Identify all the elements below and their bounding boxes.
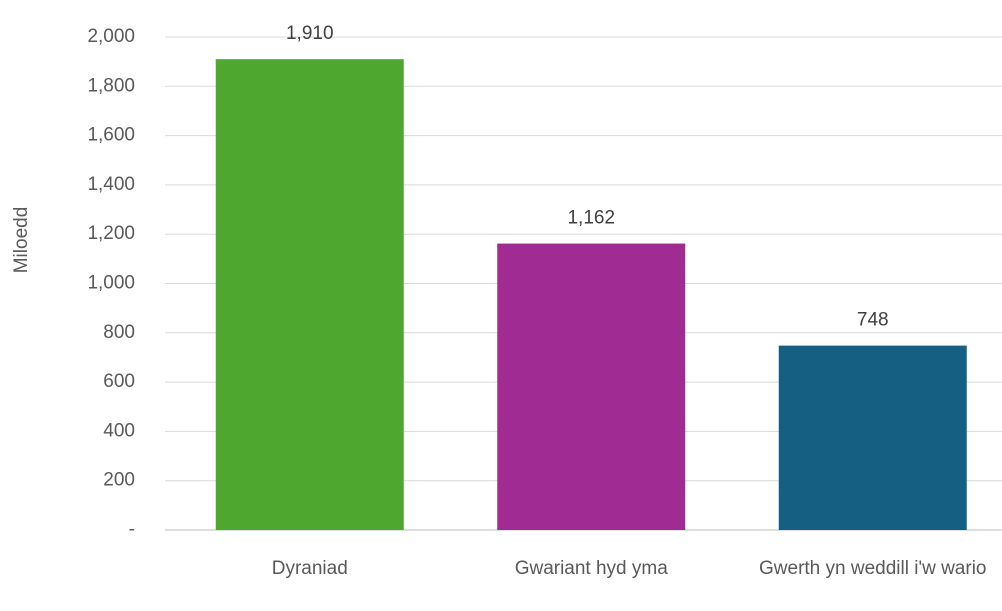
data-label: 1,162 bbox=[567, 208, 615, 229]
y-tick-label: 800 bbox=[103, 322, 135, 343]
y-tick-label: 1,800 bbox=[87, 75, 135, 96]
y-tick-label: 1,600 bbox=[87, 125, 135, 146]
y-tick-label: 600 bbox=[103, 371, 135, 392]
y-tick-label: 1,000 bbox=[87, 273, 135, 294]
bar bbox=[778, 345, 967, 530]
bar bbox=[497, 243, 686, 530]
y-tick-label: 2,000 bbox=[87, 26, 135, 47]
x-tick-label: Gwariant hyd yma bbox=[515, 558, 669, 579]
data-label: 1,910 bbox=[286, 23, 334, 44]
y-tick-label: 1,400 bbox=[87, 174, 135, 195]
y-tick-label: 400 bbox=[103, 420, 135, 441]
x-tick-label: Gwerth yn weddill i'w wario bbox=[759, 558, 986, 579]
bar bbox=[215, 59, 404, 531]
y-tick-label: - bbox=[129, 519, 135, 540]
y-axis-label: Miloedd bbox=[11, 207, 32, 274]
y-tick-label: 200 bbox=[103, 470, 135, 491]
data-label: 748 bbox=[857, 310, 889, 331]
y-tick-label: 1,200 bbox=[87, 223, 135, 244]
x-tick-label: Dyraniad bbox=[272, 558, 348, 579]
